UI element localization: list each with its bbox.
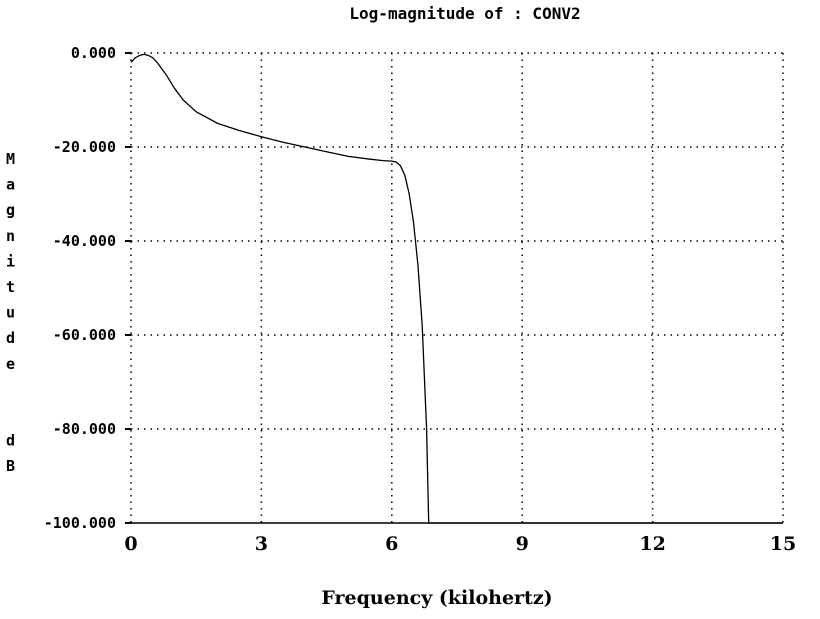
y-tick-labels: 0.000 -20.000 -40.000 -60.000 -80.000 -100.00… xyxy=(44,44,116,532)
x-tick-label: 3 xyxy=(255,533,268,555)
x-tick-label: 12 xyxy=(639,533,665,555)
y-tick-label: -80.000 xyxy=(53,420,116,438)
y-tick-label: 0.000 xyxy=(71,44,116,62)
y-tick-label: -100.000 xyxy=(44,514,116,532)
x-tick-label: 6 xyxy=(385,533,398,555)
y-tick-label: -20.000 xyxy=(53,138,116,156)
series-group xyxy=(130,53,783,524)
x-tick-label: 15 xyxy=(770,533,796,555)
series-line xyxy=(130,53,783,524)
y-tick-label: -60.000 xyxy=(53,326,116,344)
x-tick-label: 9 xyxy=(516,533,529,555)
x-tick-labels: 0 3 6 9 12 15 xyxy=(124,533,796,555)
chart-title: Log-magnitude of : CONV2 xyxy=(349,4,580,23)
grid-lines xyxy=(131,52,784,523)
y-tick-label: -40.000 xyxy=(53,232,116,250)
x-tick-label: 0 xyxy=(124,533,137,555)
axes xyxy=(125,52,783,524)
x-axis-label: Frequency (kilohertz) xyxy=(321,587,552,609)
